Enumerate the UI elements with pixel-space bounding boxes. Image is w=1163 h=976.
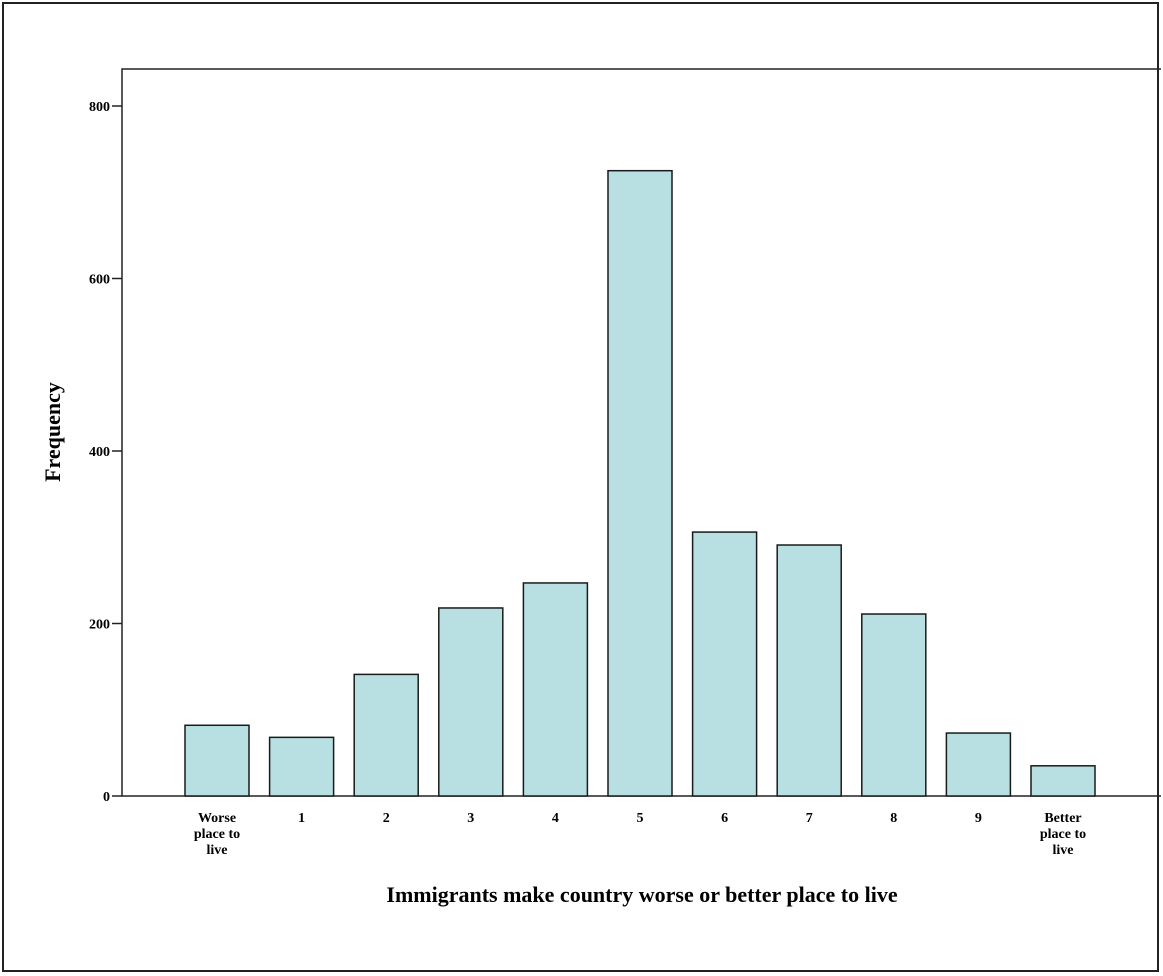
y-tick-label: 200 <box>89 618 110 633</box>
x-tick-label: 7 <box>806 811 813 826</box>
bars <box>184 169 1096 797</box>
bar <box>353 673 419 797</box>
bar <box>438 607 504 797</box>
y-tick-label: 600 <box>89 273 110 288</box>
bar <box>184 724 250 797</box>
bar <box>522 582 589 797</box>
bar <box>1030 765 1096 797</box>
x-tick-label: 5 <box>637 811 644 826</box>
x-tick-label: 2 <box>383 811 390 826</box>
x-tick-label: 3 <box>467 811 474 826</box>
x-axis-labels: Worse place to live 1 2 3 4 5 6 7 8 9 Better place to… <box>194 811 1086 858</box>
y-tick-label: 400 <box>89 445 110 460</box>
y-tick-label: 800 <box>89 100 110 115</box>
x-axis-title: Immigrants make country worse or better … <box>386 882 897 907</box>
x-tick-label: 8 <box>890 811 897 826</box>
bar <box>268 736 335 797</box>
y-tick-label: 0 <box>103 790 110 805</box>
bar <box>861 613 927 797</box>
x-tick-label: 1 <box>298 811 305 826</box>
x-tick-label: 4 <box>552 811 559 826</box>
x-tick-label: 6 <box>721 811 728 826</box>
bar <box>776 544 842 797</box>
bar <box>945 732 1012 797</box>
bar <box>607 169 673 797</box>
y-axis-title: Frequency <box>40 382 65 482</box>
x-tick-label: Better place to live <box>1040 811 1086 858</box>
bar-chart: 0 200 400 600 800 Worse place to live 1 2 3 4 5 6 7 8 9… <box>40 68 1161 907</box>
y-axis: 0 200 400 600 800 <box>89 100 122 805</box>
bar <box>691 531 758 797</box>
x-tick-label: Worse place to live <box>194 811 240 858</box>
x-tick-label: 9 <box>975 811 982 826</box>
